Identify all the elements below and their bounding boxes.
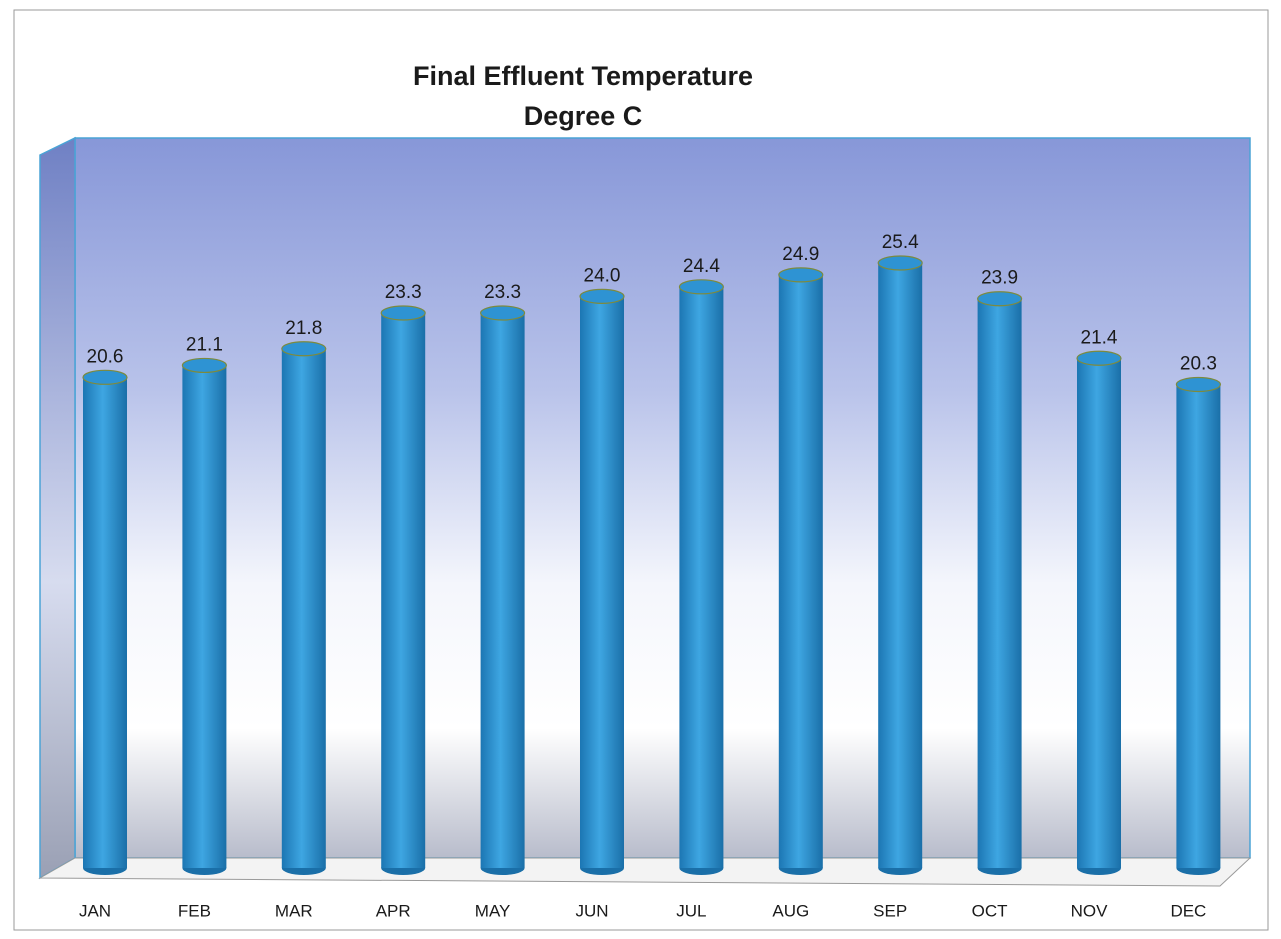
bar xyxy=(1077,358,1121,868)
bar xyxy=(778,274,823,869)
value-label: 23.3 xyxy=(385,282,422,303)
x-tick-label: JUN xyxy=(575,901,608,920)
bar xyxy=(977,298,1022,868)
bar-cap xyxy=(380,305,426,321)
floor xyxy=(38,857,1252,887)
chart-subtitle: Degree C xyxy=(524,101,643,131)
x-tick-label: JUL xyxy=(676,901,706,920)
bar-cap xyxy=(480,305,526,321)
bar-cap xyxy=(579,288,625,304)
value-label: 24.0 xyxy=(584,265,621,286)
bar-cap xyxy=(281,341,327,357)
bar xyxy=(381,313,426,869)
bar xyxy=(480,313,525,869)
bar xyxy=(182,365,227,868)
value-label: 25.4 xyxy=(882,232,919,253)
bar-cap xyxy=(82,369,128,385)
x-tick-label: APR xyxy=(376,901,411,920)
x-tick-label: MAY xyxy=(475,901,511,920)
bar xyxy=(580,296,624,869)
bar-cap xyxy=(1076,350,1122,366)
bar xyxy=(281,348,326,868)
value-label: 21.1 xyxy=(186,334,223,355)
back-wall xyxy=(74,137,1251,859)
value-label: 21.4 xyxy=(1081,327,1118,348)
x-tick-label: DEC xyxy=(1170,901,1206,920)
chart-title: Final Effluent Temperature xyxy=(413,61,753,91)
x-tick-label: NOV xyxy=(1071,901,1109,920)
x-tick-label: MAR xyxy=(275,901,313,920)
bar-cap xyxy=(678,279,725,295)
side-wall xyxy=(39,136,76,880)
bar-cap xyxy=(1175,376,1222,393)
value-label: 24.9 xyxy=(782,244,819,265)
bar xyxy=(679,286,724,868)
x-tick-label: SEP xyxy=(873,901,907,920)
frame xyxy=(13,9,1269,931)
value-label: 23.3 xyxy=(484,282,521,303)
value-label: 23.9 xyxy=(981,268,1018,289)
value-label: 24.4 xyxy=(683,256,720,277)
bar xyxy=(1176,384,1221,868)
bar-cap xyxy=(976,291,1023,307)
value-label: 21.8 xyxy=(285,318,322,339)
value-label: 20.3 xyxy=(1180,353,1217,374)
value-label: 20.6 xyxy=(87,346,124,367)
bar xyxy=(878,263,923,868)
x-tick-label: OCT xyxy=(972,901,1008,920)
x-tick-label: AUG xyxy=(772,901,809,920)
x-tick-label: FEB xyxy=(178,901,211,920)
bar-cap xyxy=(181,357,227,374)
bar-cap xyxy=(877,255,923,271)
x-tick-label: JAN xyxy=(79,901,111,920)
bar xyxy=(83,377,127,868)
bar-cap xyxy=(778,267,824,283)
